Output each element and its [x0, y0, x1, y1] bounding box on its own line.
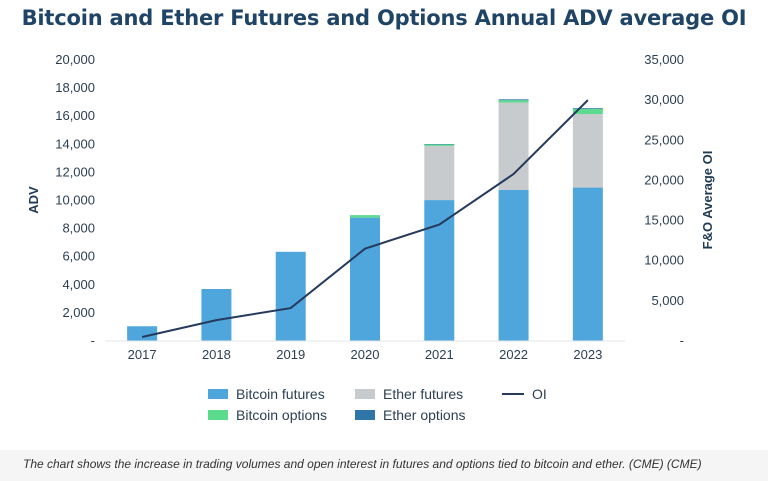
x-tick-label: 2021: [425, 347, 454, 362]
bar-bitcoin-futures-2020: [350, 217, 380, 341]
y-right-tick-label: 15,000: [644, 213, 684, 228]
y-axis-right-label: F&O Average OI: [700, 151, 715, 250]
y-left-tick-label: 16,000: [55, 108, 95, 123]
bar-bitcoin-futures-2022: [498, 189, 529, 341]
x-tick-label: 2019: [276, 347, 305, 362]
bar-bitcoin-futures-2018: [201, 289, 232, 341]
oi-line: [141, 99, 589, 338]
y-left-tick-label: -: [91, 333, 95, 348]
legend-label: Bitcoin options: [236, 406, 328, 423]
legend-label: OI: [532, 385, 547, 402]
legend-item-ether-futures: Ether futures: [355, 386, 502, 402]
legend-label: Ether futures: [383, 385, 464, 402]
chart-svg: - 2,000 4,000 6,000 8,000 10,000 12,000 14,000 1…: [26, 52, 715, 362]
y-left-tick-label: 20,000: [55, 52, 95, 67]
y-left-tick-label: 4,000: [62, 277, 95, 292]
y-left-tick-label: 8,000: [62, 221, 95, 236]
bar-bitcoin-options-2021: [424, 144, 455, 146]
y-left-tick-label: 12,000: [55, 164, 95, 179]
bar-ether-options-2023: [572, 108, 603, 109]
bar-bitcoin-futures-2019: [275, 251, 306, 341]
bar-ether-futures-2022: [498, 102, 529, 190]
x-tick-label: 2023: [573, 347, 602, 362]
y-left-tick-label: 14,000: [55, 136, 95, 151]
y-right-tick-label: 10,000: [644, 253, 684, 268]
y-right-tick-label: 35,000: [644, 52, 684, 67]
y-axis-left-ticks: - 2,000 4,000 6,000 8,000 10,000 12,000 14,000 1…: [55, 52, 95, 348]
x-tick-label: 2017: [128, 347, 157, 362]
legend-label: Ether options: [383, 406, 466, 423]
y-left-tick-label: 6,000: [62, 249, 95, 264]
y-axis-right-ticks: - 5,000 10,000 15,000 20,000 25,000 30,000 35,0…: [644, 52, 684, 348]
legend-item-bitcoin-options: Bitcoin options: [208, 407, 355, 423]
bar-ether-futures-2021: [424, 145, 455, 201]
x-tick-label: 2020: [351, 347, 380, 362]
y-right-tick-label: 5,000: [651, 293, 684, 308]
legend-item-ether-options: Ether options: [355, 407, 502, 423]
bar-bitcoin-options-2020: [350, 215, 380, 218]
bar-bitcoin-options-2022: [498, 100, 529, 103]
bar-ether-futures-2023: [572, 114, 603, 188]
y-right-tick-label: 30,000: [644, 92, 684, 107]
bar-ether-options-2022: [498, 99, 529, 101]
y-right-tick-label: 25,000: [644, 132, 684, 147]
legend-item-bitcoin-futures: Bitcoin futures: [208, 386, 355, 402]
chart-caption: The chart shows the increase in trading …: [23, 457, 702, 471]
legend-swatch-bitcoin-options: [208, 409, 228, 420]
bar-bitcoin-futures-2017: [127, 326, 158, 341]
y-axis-left-label: ADV: [26, 186, 41, 214]
y-right-tick-label: 20,000: [644, 172, 684, 187]
x-tick-label: 2018: [202, 347, 231, 362]
bar-series: [127, 99, 603, 341]
chart-title: Bitcoin and Ether Futures and Options An…: [21, 6, 747, 30]
legend-swatch-ether-options: [355, 409, 375, 420]
legend-label: Bitcoin futures: [236, 385, 325, 402]
legend-swatch-bitcoin-futures: [208, 388, 228, 399]
caption-bar: The chart shows the increase in trading …: [0, 450, 768, 481]
legend-swatch-ether-futures: [355, 388, 375, 399]
y-left-tick-label: 2,000: [62, 305, 95, 320]
bar-bitcoin-futures-2021: [424, 200, 455, 341]
bar-bitcoin-futures-2023: [572, 187, 603, 341]
x-tick-label: 2022: [499, 347, 528, 362]
x-axis-ticks: 2017 2018 2019 2020 2021 2022 2023: [128, 347, 603, 362]
y-left-tick-label: 18,000: [55, 80, 95, 95]
y-left-tick-label: 10,000: [55, 193, 95, 208]
legend-item-oi: OI: [502, 386, 547, 402]
y-right-tick-label: -: [680, 333, 684, 348]
legend-swatch-oi: [502, 392, 524, 395]
bar-bitcoin-options-2023: [572, 108, 603, 115]
legend: Bitcoin futures Ether futures OI Bitcoin…: [208, 383, 548, 425]
